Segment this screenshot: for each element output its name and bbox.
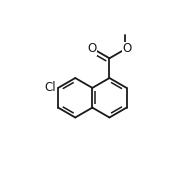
Text: Cl: Cl (45, 81, 56, 94)
Text: O: O (122, 42, 132, 55)
Text: O: O (87, 42, 96, 55)
